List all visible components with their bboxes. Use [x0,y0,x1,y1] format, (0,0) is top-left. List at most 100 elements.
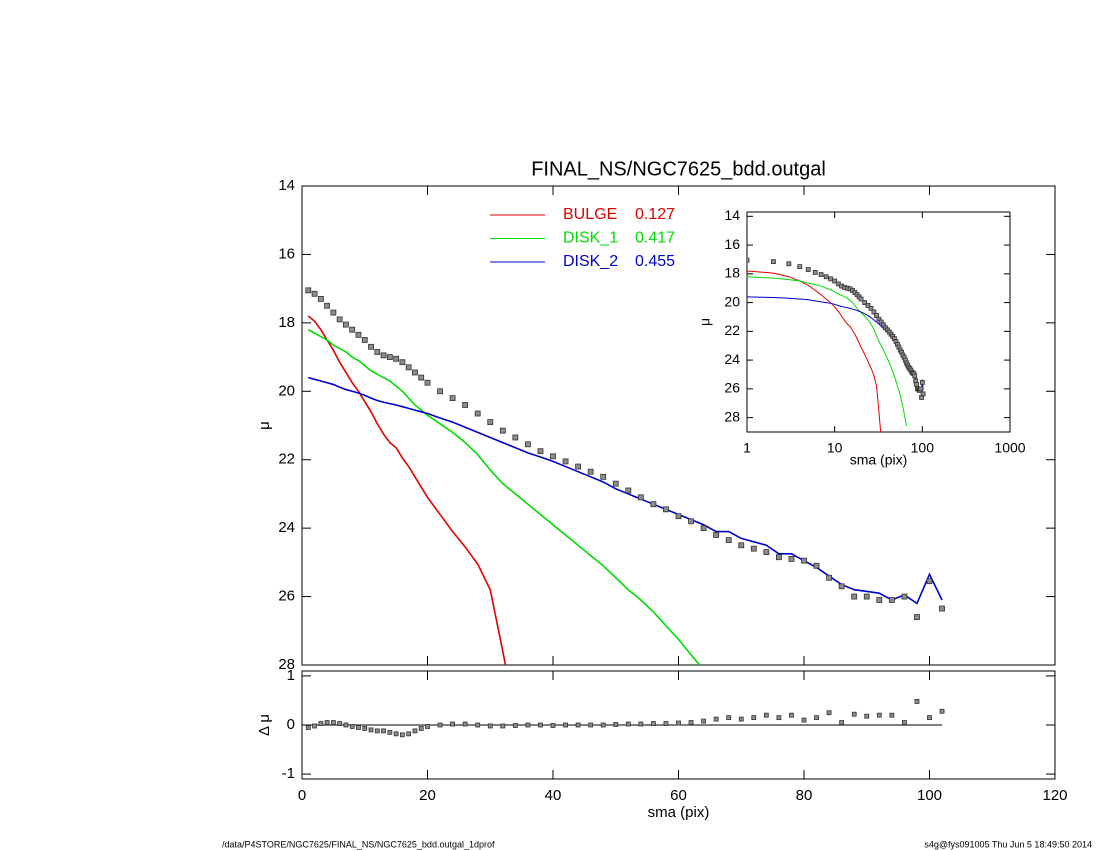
data-point [663,721,669,726]
data-point [386,354,393,360]
data-point [919,379,925,385]
y-tick-label: 14 [278,177,295,194]
data-point [380,352,387,359]
data-point [701,718,706,724]
data-point [914,699,920,704]
data-point [437,388,443,395]
data-point [412,369,418,376]
data-point [747,257,750,263]
data-point [725,537,732,544]
data-point [587,468,594,475]
legend-label: DISK_2 [563,253,618,270]
data-point [399,359,406,366]
footer-path: /data/P4STORE/NGC7625/FINAL_NS/NGC7625_b… [222,839,495,849]
data-point [797,264,803,270]
y-tick-label: 22 [724,322,740,338]
data-point [462,721,468,727]
model-line [747,276,908,427]
footer-stamp: s4g@fys091005 Thu Jun 5 18:49:50 2014 [924,839,1092,849]
data-point [851,711,857,717]
x-tick-label: 1 [743,440,751,456]
plot-frame [746,211,1011,433]
data-point [424,379,431,386]
data-point [525,722,531,728]
x-tick-label: 0 [298,787,306,804]
data-point [324,720,330,725]
data-point [814,715,819,721]
data-point [425,724,430,729]
data-point [450,721,456,727]
data-point [474,410,481,417]
data-point [688,518,694,525]
data-point [318,721,324,726]
x-tick-label: 10 [827,440,843,456]
data-point [738,542,745,549]
data-point [625,487,632,494]
y-tick-label: 28 [724,408,740,424]
x-axis-label: sma (pix) [850,452,908,468]
model-line [307,328,701,665]
data-point [865,303,871,308]
y-axis-label: Δ μ [256,714,273,736]
data-point [311,290,318,297]
data-point [823,274,829,280]
legend-label: DISK_1 [563,230,618,247]
legend-fraction: 0.417 [635,230,675,247]
data-point [738,716,744,722]
data-point [374,728,380,734]
data-point [405,364,412,371]
data-point [663,506,669,513]
data-point [638,721,644,727]
model-line [307,315,507,665]
data-point [650,501,657,508]
data-point [324,302,331,309]
data-point [920,391,926,397]
data-point [575,722,581,728]
data-point [349,326,356,333]
data-point [575,463,581,470]
data-point [449,395,456,402]
y-tick-label: 26 [278,588,295,605]
data-point [499,427,506,434]
data-point [500,723,506,729]
data-point [912,373,918,379]
data-point [487,419,494,425]
y-tick-label: 26 [724,380,740,396]
plot-area [747,257,926,432]
data-point [851,593,858,600]
data-point [355,331,362,338]
data-point [330,720,336,725]
data-point [651,721,656,726]
data-point [776,715,782,721]
data-point [317,296,324,302]
data-point [812,269,818,275]
y-axis-label: μ [697,318,713,326]
data-point [418,374,425,381]
y-tick-label: 0 [287,716,295,733]
data-point [381,728,386,734]
data-point [512,723,518,728]
data-point [700,525,707,532]
data-point [312,723,317,729]
data-point [361,337,368,343]
plot-area [305,287,945,665]
data-point [362,726,368,731]
data-point [613,722,619,727]
y-axis-label: μ [256,421,273,430]
data-point [726,715,732,721]
data-point [550,453,556,460]
y-tick-label: 22 [278,451,295,468]
data-point [914,382,919,387]
data-point [939,605,945,612]
data-point [770,259,776,265]
data-point [356,725,361,730]
data-point [805,267,811,272]
y-tick-label: 20 [724,293,740,309]
y-tick-label: 18 [724,265,740,281]
data-point [588,722,594,728]
data-point [550,723,556,728]
x-tick-label: 20 [419,787,436,804]
data-point [418,726,424,731]
data-point [562,458,569,465]
